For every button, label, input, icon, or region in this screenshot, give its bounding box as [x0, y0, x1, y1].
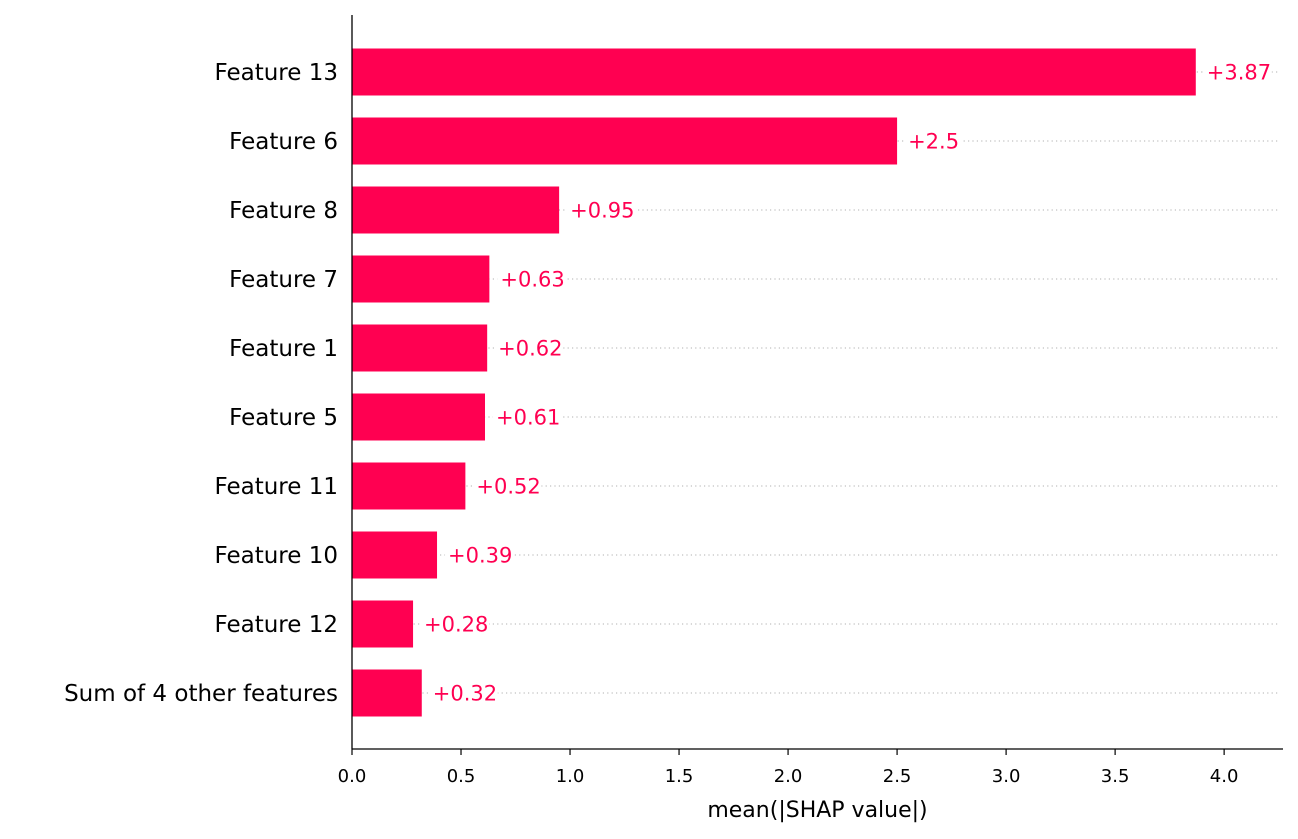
- value-label: +0.61: [496, 406, 560, 430]
- category-label: Feature 12: [215, 612, 339, 638]
- bar: [352, 48, 1196, 96]
- bar: [352, 393, 485, 441]
- bar: [352, 600, 414, 648]
- value-label: +0.32: [433, 682, 497, 706]
- bar: [352, 117, 898, 165]
- x-tick-label: 0.5: [447, 766, 476, 787]
- value-label-backing: [473, 473, 542, 499]
- label-layer: Feature 13 +3.87 Feature 6 +2.5 Feature 8 +0.…: [64, 59, 1272, 707]
- category-label: Sum of 4 other features: [64, 681, 338, 707]
- x-tick-label: 3.5: [1101, 766, 1130, 787]
- bar: [352, 186, 560, 234]
- value-label: +3.87: [1207, 61, 1271, 85]
- category-label: Feature 6: [229, 129, 338, 155]
- axis-layer: mean(|SHAP value|) 0.0 0.5 1.0 1.5 2.0 2.5 3.0…: [338, 15, 1283, 823]
- value-label-backing: [421, 611, 490, 637]
- value-label-backing: [905, 128, 961, 154]
- x-tick-label: 1.0: [556, 766, 585, 787]
- category-label: Feature 10: [215, 543, 339, 569]
- bar-layer: [352, 48, 1196, 717]
- value-label: +0.62: [498, 337, 562, 361]
- bar: [352, 531, 438, 579]
- value-label-backing: [445, 542, 514, 568]
- value-label-backing: [495, 335, 564, 361]
- value-label: +2.5: [908, 130, 959, 154]
- x-tick-label: 2.0: [774, 766, 803, 787]
- bar: [352, 462, 466, 510]
- x-axis-title: mean(|SHAP value|): [707, 798, 927, 823]
- value-label-backing: [493, 404, 561, 430]
- category-label: Feature 7: [229, 267, 338, 293]
- value-label: +0.52: [476, 475, 540, 499]
- value-label-backing: [1203, 59, 1272, 85]
- grid-layer: [352, 71, 1280, 694]
- category-label: Feature 13: [215, 60, 339, 86]
- x-tick-label: 3.0: [992, 766, 1021, 787]
- category-label: Feature 11: [215, 474, 339, 500]
- x-tick-label: 0.0: [338, 766, 367, 787]
- value-label: +0.28: [424, 613, 488, 637]
- category-label: Feature 8: [229, 198, 338, 224]
- bar: [352, 255, 490, 303]
- bar: [352, 324, 488, 372]
- value-label-backing: [497, 266, 566, 292]
- category-label: Feature 1: [229, 336, 338, 362]
- category-label: Feature 5: [229, 405, 338, 431]
- value-label-backing: [567, 197, 636, 223]
- x-tick-label: 2.5: [883, 766, 912, 787]
- x-tick-label: 1.5: [665, 766, 694, 787]
- value-label: +0.63: [500, 268, 564, 292]
- value-label: +0.95: [570, 199, 634, 223]
- value-label: +0.39: [448, 544, 512, 568]
- value-label-backing: [429, 680, 498, 706]
- x-tick-label: 4.0: [1210, 766, 1239, 787]
- bar: [352, 669, 422, 717]
